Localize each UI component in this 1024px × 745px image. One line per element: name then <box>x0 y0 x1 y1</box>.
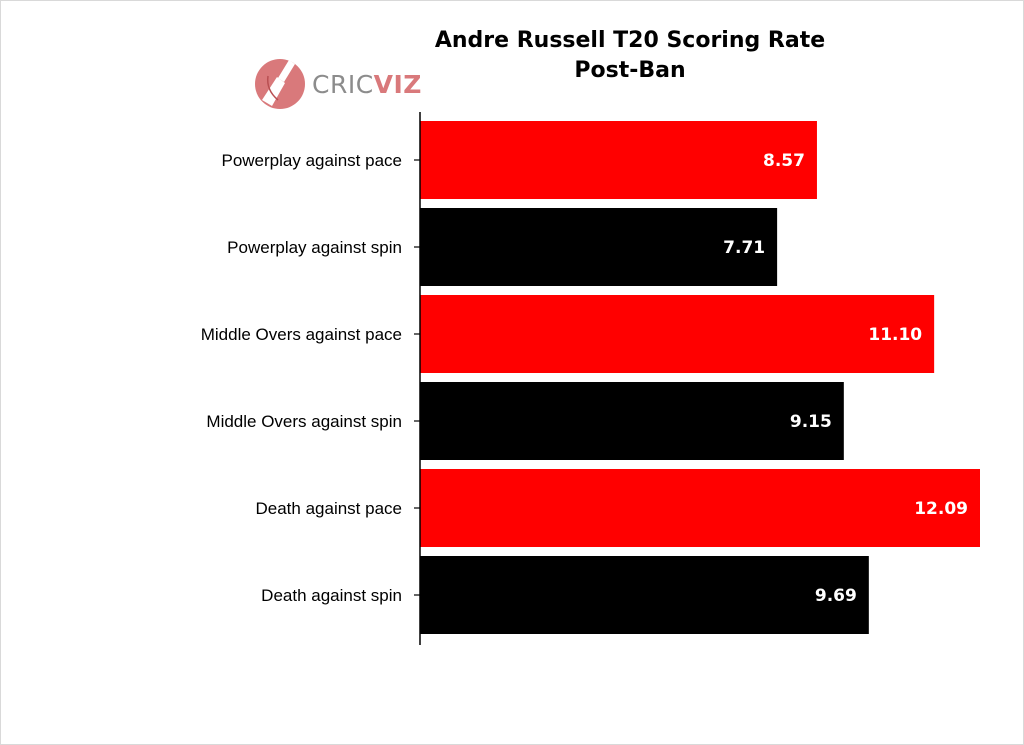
chart-title-line1: Andre Russell T20 Scoring Rate <box>434 28 826 53</box>
y-tick-label: Death against spin <box>261 586 402 605</box>
bar-value-label: 11.10 <box>868 325 922 345</box>
cricviz-logo: CRICVIZ <box>254 56 421 112</box>
bar <box>420 121 817 199</box>
bar <box>420 208 778 286</box>
bar-value-label: 9.69 <box>815 586 857 606</box>
y-tick-label: Powerplay against pace <box>221 151 402 170</box>
logo-wordmark-cric: CRIC <box>312 70 374 99</box>
bar <box>420 295 935 373</box>
logo-wordmark: CRICVIZ <box>312 70 422 99</box>
chart-title: Andre Russell T20 Scoring Rate Post-Ban <box>420 26 840 86</box>
y-tick-label: Powerplay against spin <box>227 238 402 257</box>
bar <box>420 556 869 634</box>
bar-value-label: 9.15 <box>790 412 832 432</box>
bar-value-label: 7.71 <box>723 238 765 258</box>
cricket-bat-ball-icon <box>255 59 305 109</box>
chart-title-line2: Post-Ban <box>574 58 686 83</box>
y-tick-label: Middle Overs against spin <box>206 412 402 431</box>
bar <box>420 469 980 547</box>
y-tick-label: Death against pace <box>256 499 403 518</box>
y-tick-label: Middle Overs against pace <box>201 325 402 344</box>
bar <box>420 382 844 460</box>
bar-value-label: 12.09 <box>914 499 968 519</box>
bar-value-label: 8.57 <box>763 151 805 171</box>
logo-wordmark-viz: VIZ <box>373 70 422 99</box>
